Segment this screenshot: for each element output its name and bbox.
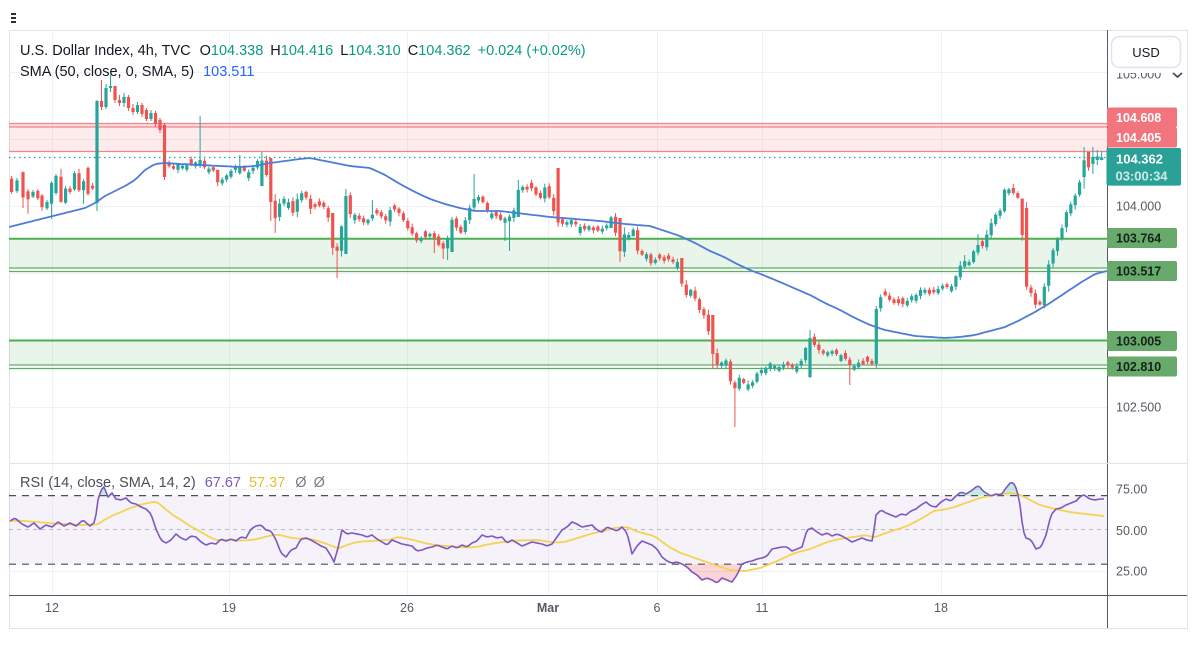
svg-text:102.500: 102.500 — [1116, 400, 1161, 414]
svg-text:SMA (50, close, 0, SMA, 5)103.: SMA (50, close, 0, SMA, 5) 103.511 — [20, 64, 254, 80]
svg-text:18: 18 — [934, 601, 948, 615]
svg-text:RSI (14, close, SMA, 14, 2)67.: RSI (14, close, SMA, 14, 2) 67.67 57.37 Ø Ø — [20, 475, 325, 491]
svg-text:6: 6 — [654, 601, 661, 615]
svg-text:103.764: 103.764 — [1116, 231, 1161, 245]
svg-text:75.00: 75.00 — [1116, 482, 1147, 496]
svg-text:104.000: 104.000 — [1116, 199, 1161, 213]
svg-text:26: 26 — [400, 601, 414, 615]
svg-text:104.608: 104.608 — [1116, 111, 1161, 125]
svg-text:03:00:34: 03:00:34 — [1116, 169, 1169, 184]
svg-text:USD: USD — [1132, 45, 1159, 60]
svg-text:50.00: 50.00 — [1116, 524, 1147, 538]
svg-text:103.005: 103.005 — [1116, 334, 1161, 348]
svg-text:19: 19 — [222, 601, 236, 615]
svg-text:11: 11 — [756, 601, 769, 615]
svg-text:25.00: 25.00 — [1116, 564, 1147, 578]
svg-text:104.405: 104.405 — [1116, 131, 1161, 145]
svg-text:103.517: 103.517 — [1116, 264, 1161, 278]
svg-text:Mar: Mar — [537, 601, 559, 615]
svg-text:104.362: 104.362 — [1116, 152, 1163, 167]
svg-text:102.810: 102.810 — [1116, 360, 1161, 374]
svg-text:12: 12 — [45, 601, 59, 615]
